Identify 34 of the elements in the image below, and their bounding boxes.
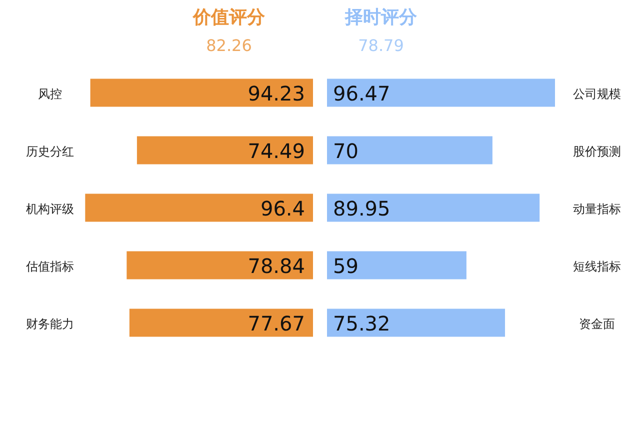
data-label: 89.95 <box>333 196 390 220</box>
bar <box>90 78 313 107</box>
y-tick-label: 股价预测 <box>573 144 621 158</box>
bar <box>327 78 555 107</box>
bar <box>327 194 540 222</box>
y-tick-label: 动量指标 <box>573 202 621 216</box>
y-tick-label: 短线指标 <box>573 259 621 274</box>
y-tick-label: 历史分红 <box>26 144 74 158</box>
data-label: 77.67 <box>248 311 305 336</box>
data-label: 96.47 <box>333 81 390 106</box>
chart-subtitle: 78.79 <box>358 36 404 55</box>
y-tick-label: 风控 <box>38 86 62 101</box>
data-label: 75.32 <box>333 311 390 336</box>
data-label: 96.4 <box>260 196 305 220</box>
bar <box>85 194 313 222</box>
y-tick-label: 资金面 <box>579 316 615 331</box>
y-tick-label: 公司规模 <box>573 86 621 101</box>
chart-subtitle: 82.26 <box>206 36 252 55</box>
data-label: 74.49 <box>248 138 305 163</box>
bar <box>129 308 313 337</box>
bar <box>327 308 506 337</box>
chart-title: 择时评分 <box>344 7 418 28</box>
bar <box>126 251 313 280</box>
y-tick-label: 机构评级 <box>26 202 74 216</box>
data-label: 94.23 <box>248 81 305 106</box>
y-tick-label: 财务能力 <box>26 316 74 331</box>
bar <box>136 136 313 164</box>
data-label: 78.84 <box>248 254 305 278</box>
data-label: 70 <box>333 138 358 163</box>
bar <box>327 136 492 164</box>
bar <box>327 251 466 280</box>
chart-title: 价值评分 <box>192 7 266 28</box>
y-tick-label: 估值指标 <box>25 259 74 274</box>
data-label: 59 <box>333 254 358 278</box>
